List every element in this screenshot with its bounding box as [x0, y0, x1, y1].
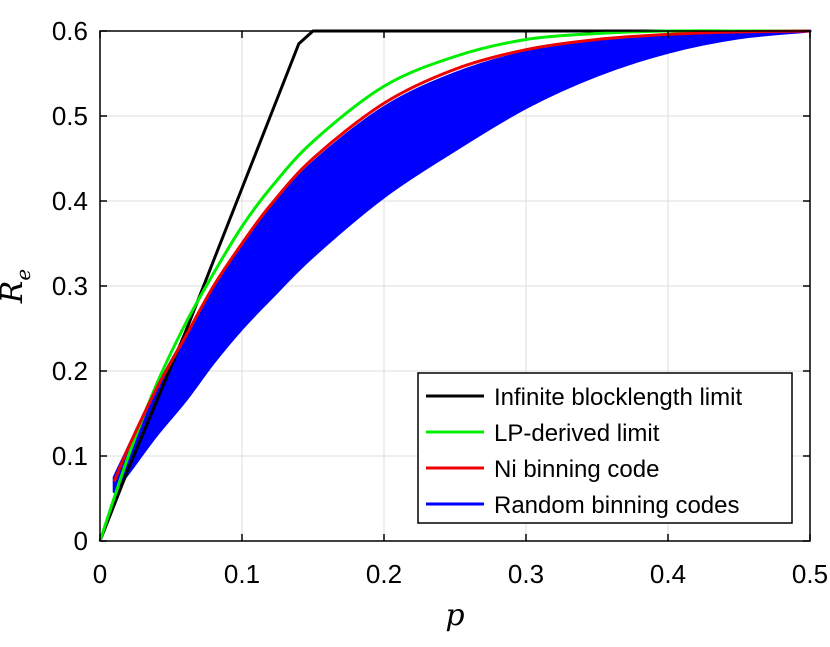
legend-label-random-binning-codes: Random binning codes — [494, 492, 740, 519]
legend-box — [417, 372, 793, 524]
axes — [99, 30, 811, 542]
y-axis-label: Re — [0, 269, 35, 304]
y-axis-label-subscript: e — [11, 269, 35, 281]
x-tick-label: 0.3 — [508, 559, 544, 589]
series-line-ni-binning-code — [112, 29, 811, 483]
legend-label-lp-derived-limit: LP-derived limit — [494, 420, 660, 447]
y-tick-label: 0.4 — [52, 186, 88, 216]
y-tick-label: 0.6 — [52, 16, 88, 46]
y-tick-label: 0 — [74, 526, 88, 556]
y-axis-label-main: R — [0, 281, 30, 305]
y-tick-label: 0.3 — [52, 271, 88, 301]
y-tick-label: 0.1 — [52, 441, 88, 471]
x-tick-label: 0.2 — [366, 559, 402, 589]
x-tick-label: 0.1 — [224, 559, 260, 589]
tick-labels: 0 0.1 0.2 0.3 0.4 0.5 0 0.1 0.2 0.3 0.4 0.5 0.6 — [52, 16, 828, 589]
x-axis-label: p — [445, 598, 464, 633]
x-tick-label: 0.4 — [650, 559, 686, 589]
x-tick-label: 0 — [93, 559, 107, 589]
legend: Infinite blocklength limit LP-derived lim… — [417, 372, 793, 524]
legend-label-infinite-blocklength-limit: Infinite blocklength limit — [494, 384, 742, 411]
plot-frame — [99, 30, 811, 542]
x-tick-label: 0.5 — [792, 559, 828, 589]
legend-label-ni-binning-code: Ni binning code — [494, 456, 659, 483]
y-tick-label: 0.5 — [52, 101, 88, 131]
y-tick-label: 0.2 — [52, 356, 88, 386]
